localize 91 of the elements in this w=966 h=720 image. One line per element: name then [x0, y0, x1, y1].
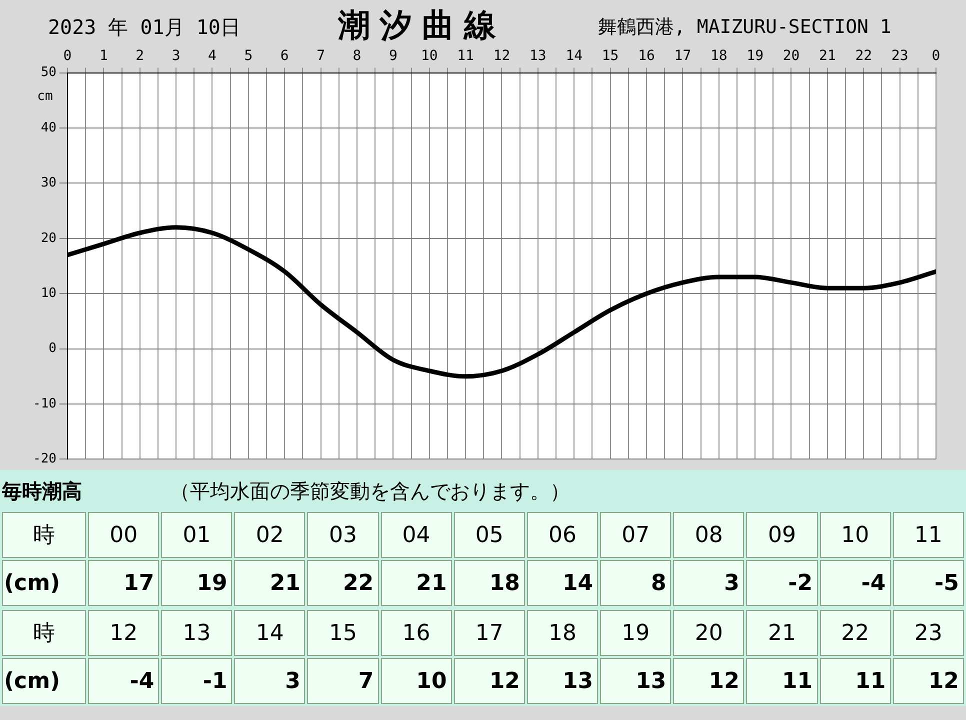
data-label: 21: [234, 560, 306, 606]
data-label: 19: [161, 560, 232, 606]
data-label: 10: [380, 658, 452, 704]
x-tick-label: 00: [88, 512, 160, 558]
x-tick-label: 5: [244, 48, 253, 64]
x-tick-label: 17: [674, 48, 692, 64]
x-tick-label: 0: [63, 48, 72, 64]
x-tick-label: 23: [891, 48, 908, 64]
y-tick-label: 50: [40, 65, 56, 80]
x-tick-label: 07: [600, 512, 672, 558]
x-tick-label: 15: [602, 48, 619, 64]
x-tick-label: 12: [88, 610, 160, 656]
x-tick-label: 23: [892, 610, 964, 656]
x-tick-label: 0: [932, 48, 940, 64]
x-tick-label: 4: [208, 48, 216, 64]
y-tick-label: (cm): [2, 658, 86, 704]
x-tick-label: 21: [819, 48, 836, 64]
y-tick-label: 30: [40, 176, 56, 191]
x-tick-label: 22: [855, 48, 872, 64]
x-tick-label: 6: [280, 48, 289, 64]
x-tick-label: 21: [746, 610, 818, 656]
x-tick-label: 10: [420, 48, 438, 64]
x-tick-label: 14: [566, 48, 583, 64]
data-label: 17: [88, 560, 160, 606]
x-tick-label: 04: [380, 512, 452, 558]
x-tick-label: 20: [673, 610, 744, 656]
x-tick-label: 12: [493, 48, 510, 64]
x-tick-label: 22: [820, 610, 891, 656]
x-tick-label: 9: [388, 48, 398, 64]
x-tick-label: 20: [782, 48, 800, 64]
text: 舞鶴西港, MAIZURU-SECTION 1: [598, 15, 892, 40]
x-tick-label: 14: [234, 610, 306, 656]
x-tick-label: 03: [307, 512, 379, 558]
y-tick-label: 40: [40, 120, 56, 136]
x-tick-label: 19: [746, 48, 764, 64]
x-tick-label: 16: [638, 48, 655, 64]
x-tick-label: 05: [454, 512, 525, 558]
x-tick-label: 2: [136, 48, 144, 64]
y-tick-label: 10: [40, 286, 56, 301]
x-tick-label: 02: [234, 512, 306, 558]
x-tick-label: 10: [820, 512, 891, 558]
x-tick-label: 18: [526, 610, 598, 656]
data-label: 3: [234, 658, 306, 704]
x-axis-title: 時: [2, 512, 86, 558]
x-axis-title: 時: [2, 610, 86, 656]
x-tick-label: 13: [161, 610, 232, 656]
data-label: 12: [673, 658, 744, 704]
x-tick-label: 11: [892, 512, 964, 558]
x-tick-label: 09: [746, 512, 818, 558]
data-label: 18: [454, 560, 525, 606]
data-label: -2: [746, 560, 818, 606]
data-label: 12: [892, 658, 964, 704]
y-tick-label: 0: [48, 341, 56, 356]
data-label: 12: [454, 658, 525, 704]
x-tick-label: 16: [380, 610, 452, 656]
y-tick-label: (cm): [2, 560, 86, 606]
x-tick-label: 3: [172, 48, 180, 64]
chart-subtitle: 2023 年 01月 10日: [48, 14, 240, 41]
x-tick-label: 08: [673, 512, 744, 558]
data-label: 14: [526, 560, 598, 606]
data-label: -4: [88, 658, 160, 704]
data-label: 21: [380, 560, 452, 606]
data-label: -5: [892, 560, 964, 606]
x-tick-label: 8: [352, 48, 362, 64]
x-tick-label: 19: [600, 610, 672, 656]
data-label: 8: [600, 560, 672, 606]
y-axis-title: cm: [37, 89, 53, 104]
y-tick-label: -10: [32, 396, 56, 412]
data-label: -1: [161, 658, 232, 704]
x-tick-label: 1: [99, 48, 108, 64]
data-label: 13: [526, 658, 598, 704]
x-tick-label: 18: [710, 48, 728, 64]
data-label: 11: [820, 658, 891, 704]
x-tick-label: 11: [457, 48, 474, 64]
data-label: 13: [600, 658, 672, 704]
chart-title: 潮汐曲線: [338, 5, 506, 46]
x-tick-label: 7: [316, 48, 326, 64]
data-label: 3: [673, 560, 744, 606]
chart-title: 毎時潮高: [2, 478, 82, 505]
y-tick-label: -20: [32, 452, 56, 467]
y-tick-label: 20: [40, 230, 56, 246]
data-label: 11: [746, 658, 818, 704]
data-label: -4: [820, 560, 891, 606]
x-tick-label: 01: [161, 512, 232, 558]
x-tick-label: 17: [454, 610, 525, 656]
x-tick-label: 15: [307, 610, 379, 656]
chart-subtitle: （平均水面の季節変動を含んでおります。）: [170, 478, 570, 505]
x-tick-label: 13: [530, 48, 546, 64]
data-label: 22: [307, 560, 379, 606]
x-tick-label: 06: [526, 512, 598, 558]
data-label: 7: [307, 658, 379, 704]
